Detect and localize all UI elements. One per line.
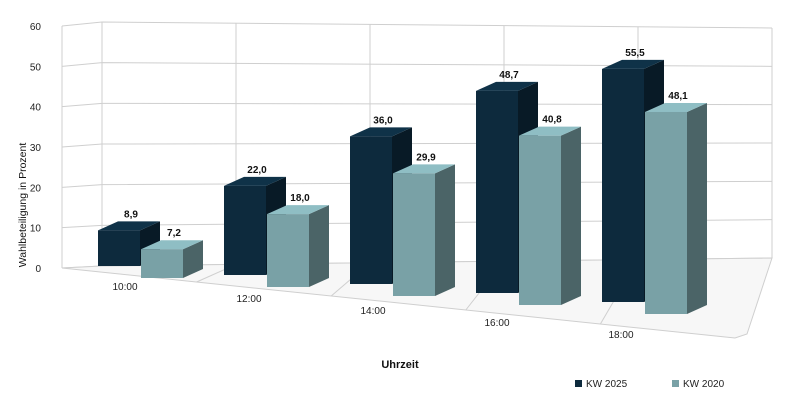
bars (98, 59, 707, 314)
data-label: 48,1 (668, 91, 688, 102)
bar-side (561, 126, 581, 306)
bar-top (224, 176, 286, 186)
y-tick-label: 40 (30, 103, 42, 114)
bar-kw-2020-1600 (519, 126, 581, 306)
legend-swatch-kw-2025 (575, 380, 582, 387)
data-label: 29,9 (416, 152, 436, 163)
bar-front (224, 185, 266, 275)
legend: KW 2025 KW 2020 (575, 379, 725, 390)
bar-kw-2020-1200 (267, 205, 329, 287)
gridline (61, 62, 773, 67)
y-axis-ticks: 0 10 20 30 40 50 60 (30, 22, 42, 275)
bar-kw-2020-1800 (645, 102, 707, 314)
bar-top (141, 240, 203, 250)
bar-front (476, 90, 518, 294)
data-label: 55,5 (625, 48, 645, 59)
data-label: 8,9 (124, 209, 138, 220)
data-label: 40,8 (542, 115, 562, 126)
bar-side (183, 240, 203, 278)
bar-kw-2020-1000 (141, 240, 203, 278)
bar-front (602, 68, 644, 303)
bar-front (98, 230, 140, 266)
bar-top (476, 81, 538, 91)
x-axis-ticks: 10:00 12:00 14:00 16:00 18:00 (112, 282, 633, 341)
y-tick-label: 10 (30, 224, 42, 235)
bar-top (393, 164, 455, 174)
x-tick-label: 16:00 (484, 318, 509, 329)
bar-side (435, 164, 455, 296)
x-tick-label: 12:00 (236, 294, 261, 305)
bar-front (645, 111, 687, 314)
bar-front (350, 136, 392, 284)
bar-top (519, 126, 581, 136)
bar-top (267, 205, 329, 215)
data-label: 22,0 (247, 165, 267, 176)
data-label: 7,2 (167, 228, 181, 239)
y-tick-label: 30 (30, 143, 42, 154)
bar-front (393, 173, 435, 296)
bar-side (309, 205, 329, 287)
legend-swatch-kw-2020 (672, 380, 679, 387)
x-tick-label: 18:00 (608, 330, 633, 341)
y-axis-title: Wahlbeteiligung in Prozent (17, 143, 29, 268)
x-axis-title: Uhrzeit (381, 359, 419, 371)
bar-top (602, 59, 664, 69)
y-tick-label: 60 (30, 22, 42, 33)
data-label: 48,7 (499, 70, 519, 81)
bar-front (267, 214, 309, 287)
data-labels: 8,9 7,2 22,0 18,0 36,0 29,9 48,7 40,8 55,5 48,1 (124, 48, 688, 239)
bar-top (350, 127, 412, 137)
bar-side (687, 102, 707, 314)
data-label: 18,0 (290, 193, 310, 204)
bar-front (141, 249, 183, 278)
x-tick-label: 14:00 (360, 306, 385, 317)
y-tick-label: 0 (35, 264, 41, 275)
legend-label-kw-2020: KW 2020 (683, 379, 725, 390)
bar-kw-2020-1400 (393, 164, 455, 296)
bar-top (98, 221, 160, 231)
y-tick-label: 50 (30, 62, 42, 73)
y-tick-label: 20 (30, 183, 42, 194)
bar-front (519, 135, 561, 305)
data-label: 36,0 (373, 115, 393, 126)
gridline (61, 21, 773, 29)
bar-top (645, 102, 707, 112)
x-tick-label: 10:00 (112, 282, 137, 293)
legend-label-kw-2025: KW 2025 (586, 379, 628, 390)
